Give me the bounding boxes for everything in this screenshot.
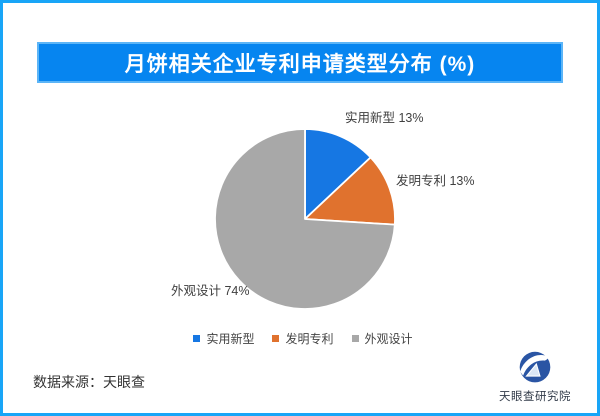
- legend-marker-utility-model: [193, 335, 201, 342]
- legend-marker-design: [351, 335, 359, 342]
- legend-item-utility-model: 实用新型: [193, 330, 254, 347]
- legend-label-utility-model: 实用新型: [206, 332, 255, 346]
- chart-legend: 实用新型 发明专利 外观设计: [6, 330, 600, 347]
- pie-slice-label-design: 外观设计 74%: [171, 284, 250, 298]
- data-source-label: 数据来源：天眼查: [33, 374, 145, 390]
- pie-chart: [214, 128, 396, 310]
- tianyancha-eagle-icon: [519, 351, 551, 383]
- legend-item-invention: 发明专利: [272, 330, 334, 347]
- pie-slice-1: [304, 156, 396, 226]
- chart-title: 月饼相关企业专利申请类型分布 (%): [124, 52, 476, 76]
- legend-label-invention: 发明专利: [285, 332, 334, 346]
- legend-label-design: 外观设计: [364, 332, 413, 346]
- pie-slice-label-invention: 发明专利 13%: [396, 174, 475, 188]
- legend-marker-invention: [272, 335, 280, 342]
- pie-slice-0: [304, 128, 372, 220]
- chart-title-banner: 月饼相关企业专利申请类型分布 (%): [37, 42, 563, 83]
- legend-item-design: 外观设计: [351, 330, 413, 347]
- tianyancha-logo-text: 天眼查研究院: [499, 391, 571, 403]
- tianyancha-logo: 天眼查研究院: [487, 350, 583, 404]
- pie-slice-2: [214, 128, 396, 310]
- pie-slice-label-utility-model: 实用新型 13%: [345, 111, 424, 125]
